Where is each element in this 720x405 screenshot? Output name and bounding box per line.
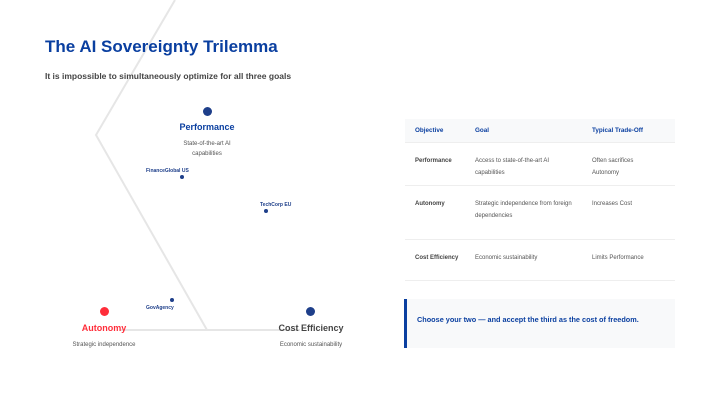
- performance-label: Performance: [179, 122, 235, 132]
- table-cell: Strategic independence from foreign depe…: [475, 201, 572, 219]
- point-label: TechCorp EU: [260, 202, 292, 208]
- trade-off-table: Objective Goal Typical Trade-Off Perform…: [405, 119, 675, 281]
- table-row: Performance Access to state-of-the-art A…: [405, 143, 675, 186]
- table-cell: Cost Efficiency: [415, 255, 459, 261]
- table-cell: Often sacrifices Autonomy: [592, 158, 634, 176]
- table-cell: Increases Cost: [592, 201, 633, 207]
- page-title: The AI Sovereignty Trilemma: [45, 37, 278, 56]
- cost-efficiency-vertex-dot: [306, 307, 315, 316]
- table-row: Autonomy Strategic independence from for…: [405, 186, 675, 240]
- page-subtitle: It is impossible to simultaneously optim…: [45, 71, 292, 81]
- cost-efficiency-label: Cost Efficiency: [278, 323, 344, 333]
- header-cell: Objective: [415, 127, 444, 134]
- table-header: Objective Goal Typical Trade-Off: [405, 119, 675, 143]
- callout-quote: Choose your two — and accept the third a…: [404, 299, 675, 348]
- cost-efficiency-desc: Economic sustainability: [279, 342, 343, 348]
- point-dot: [170, 298, 174, 302]
- point-dot: [264, 209, 268, 213]
- table-cell: Autonomy: [415, 201, 445, 207]
- point-label: GovAgency: [146, 305, 174, 311]
- header-cell: Goal: [475, 127, 489, 134]
- table-row: Cost Efficiency Economic sustainability …: [405, 240, 675, 281]
- point-dot: [180, 175, 184, 179]
- performance-vertex-dot: [203, 107, 212, 116]
- autonomy-desc: Strategic independence: [72, 342, 136, 348]
- autonomy-vertex-dot: [100, 307, 109, 316]
- table-cell: Access to state-of-the-art AI capabiliti…: [475, 158, 550, 176]
- table-cell: Limits Performance: [592, 255, 644, 261]
- header-cell: Typical Trade-Off: [592, 127, 643, 134]
- table-cell: Performance: [415, 158, 452, 164]
- point-label: FinanceGlobal US: [146, 168, 189, 174]
- autonomy-label: Autonomy: [81, 323, 127, 333]
- performance-desc: State-of-the-art AI capabilities: [183, 141, 231, 157]
- table-cell: Economic sustainability: [475, 255, 538, 261]
